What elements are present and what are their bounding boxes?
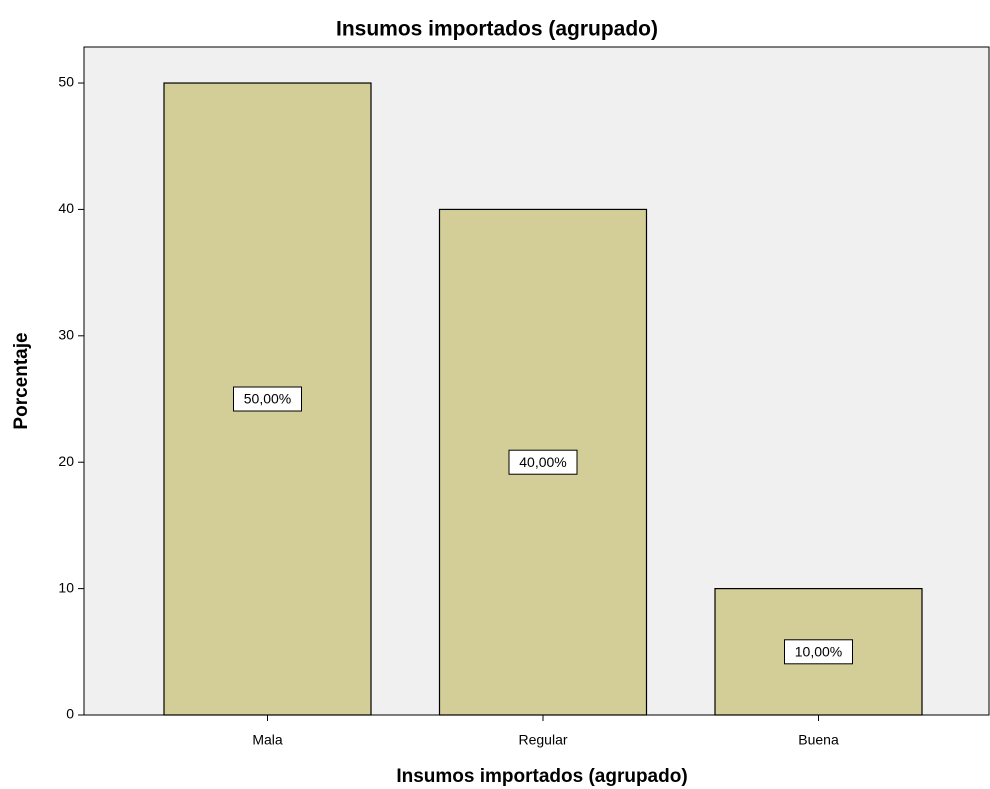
value-label-box	[784, 639, 853, 665]
x-tick-label: Buena	[798, 732, 839, 748]
y-tick-label: 50	[58, 74, 74, 90]
chart-title: Insumos importados (agrupado)	[336, 18, 658, 41]
x-tick-label: Regular	[518, 732, 567, 748]
x-axis-title: Insumos importados (agrupado)	[396, 766, 687, 787]
y-tick-label: 10	[58, 579, 74, 595]
y-tick-label: 40	[58, 200, 74, 216]
value-label-box	[233, 386, 302, 412]
value-label: 10,00%	[795, 644, 842, 660]
value-label: 40,00%	[519, 454, 566, 470]
x-tick-label: Mala	[252, 732, 283, 748]
y-tick-label: 30	[58, 327, 74, 343]
y-tick-label: 0	[66, 706, 74, 722]
value-label: 50,00%	[244, 391, 291, 407]
y-tick-label: 20	[58, 453, 74, 469]
y-axis-title: Porcentaje	[11, 332, 32, 429]
value-label-box	[508, 449, 578, 475]
